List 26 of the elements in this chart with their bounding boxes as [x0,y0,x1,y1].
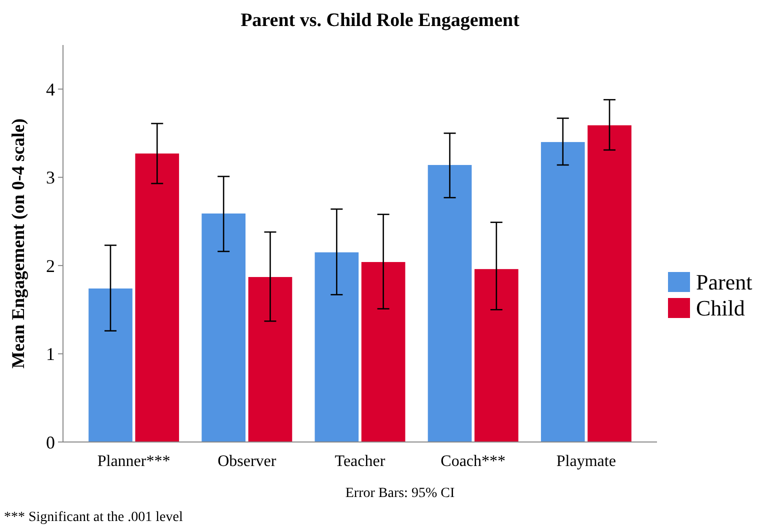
x-tick-label: Planner*** [97,453,170,470]
text: *** Significant at the .001 level [4,510,183,525]
bar [248,277,292,442]
chart-title: Parent vs. Child Role Engagement [240,10,520,31]
bar [314,252,359,442]
bar [474,269,518,442]
bar [361,262,406,442]
y-tick-label: 4 [46,79,55,100]
x-tick-label: Coach*** [440,453,506,470]
bar [135,154,180,442]
y-tick-label: 1 [46,344,55,364]
legend-label: Parent [696,270,752,295]
bar [88,288,132,442]
text: Error Bars: 95% CI [345,486,455,501]
x-tick-label: Playmate [556,453,616,470]
y-tick-label: 0 [46,432,55,452]
legend-label: Child [696,296,745,321]
bar [202,214,246,442]
x-tick-label: Teacher [334,453,386,470]
y-axis-title: Mean Engagement (on 0-4 scale) [8,118,28,368]
bar [540,142,585,442]
y-tick-label: 2 [46,256,55,276]
y-tick-label: 3 [46,168,55,188]
x-tick-label: Observer [218,453,277,470]
bar [428,164,472,442]
bar [588,125,632,442]
